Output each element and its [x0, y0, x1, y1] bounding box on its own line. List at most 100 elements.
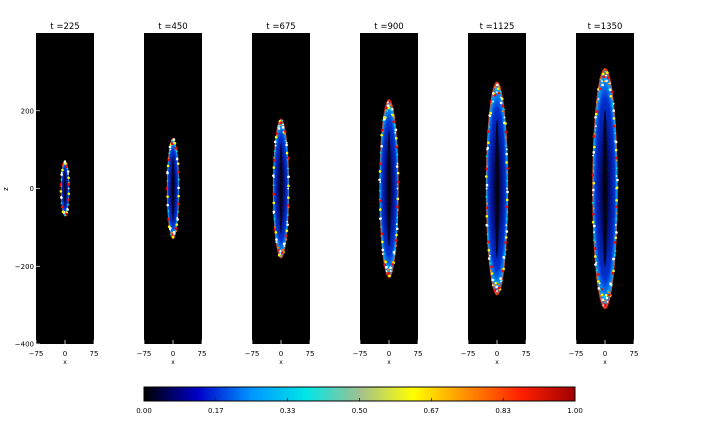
x-tick-label: 0	[603, 350, 607, 358]
rim-speckle	[485, 206, 489, 209]
rim-speckle	[500, 280, 502, 283]
rim-speckle	[504, 253, 507, 256]
rim-speckle	[272, 210, 276, 214]
colorbar-tick-label: 1.00	[567, 407, 583, 415]
rim-speckle	[489, 270, 492, 272]
rim-speckle	[167, 210, 170, 212]
x-tick-label: 75	[198, 350, 207, 358]
rim-speckle	[68, 181, 70, 184]
blob-core	[171, 155, 175, 222]
rim-speckle	[173, 141, 177, 145]
rim-speckle	[387, 272, 390, 275]
rim-speckle	[615, 231, 618, 234]
rim-speckle	[598, 87, 602, 91]
blob-core	[64, 170, 66, 207]
rim-speckle	[387, 268, 390, 271]
rim-speckle	[380, 232, 384, 236]
panel-3: t =675 −75 0 75 x	[245, 22, 315, 366]
rim-speckle	[274, 144, 277, 147]
rim-speckle	[485, 187, 488, 190]
rim-speckle	[593, 133, 596, 136]
rim-speckle	[275, 132, 279, 136]
rim-speckle	[396, 216, 399, 219]
rim-speckle	[379, 189, 381, 192]
rim-speckle	[592, 154, 595, 157]
rim-speckle	[501, 269, 505, 273]
x-tick-label: 75	[90, 350, 99, 358]
rim-speckle	[611, 271, 615, 275]
rim-speckle	[613, 257, 615, 260]
rim-speckle	[384, 106, 388, 110]
rim-speckle	[606, 300, 609, 303]
rim-speckle	[485, 183, 489, 187]
rim-speckle	[592, 151, 596, 154]
rim-speckle	[166, 180, 169, 182]
rim-speckle	[601, 298, 605, 302]
rim-speckle	[594, 128, 597, 131]
x-tick-label: −75	[569, 350, 584, 358]
panel-1: t =225 −75 0 75 x	[29, 22, 99, 366]
x-tick-label: 75	[630, 350, 639, 358]
rim-speckle	[391, 263, 394, 266]
rim-speckle	[591, 174, 595, 177]
rim-speckle	[614, 148, 618, 152]
rim-speckle	[274, 231, 278, 234]
rim-speckle	[493, 288, 497, 292]
rim-speckle	[391, 107, 394, 111]
x-axis-label: x	[603, 359, 607, 366]
rim-speckle	[283, 130, 287, 133]
rim-speckle	[285, 229, 289, 233]
rim-speckle	[380, 234, 383, 237]
rim-speckle	[66, 167, 69, 170]
rim-speckle	[67, 172, 69, 175]
rim-speckle	[603, 80, 606, 83]
rim-speckle	[485, 195, 488, 198]
colorbar-tick-label: 0.00	[136, 407, 152, 415]
y-tick-label: −400	[15, 341, 34, 349]
rim-speckle	[396, 205, 399, 208]
y-tick-label: −200	[15, 263, 34, 271]
rim-speckle	[616, 212, 618, 214]
rim-speckle	[604, 293, 608, 297]
rim-speckle	[280, 255, 283, 258]
rim-speckle	[605, 296, 609, 300]
rim-speckle	[487, 141, 490, 145]
rim-speckle	[170, 233, 172, 236]
rim-speckle	[396, 197, 400, 201]
rim-speckle	[284, 234, 288, 237]
rim-speckle	[609, 88, 612, 92]
panel-title: t =1350	[588, 22, 623, 32]
rim-speckle	[593, 247, 597, 250]
rim-speckle	[501, 110, 504, 113]
panel-title: t =225	[50, 22, 79, 32]
y-axis-label: z	[2, 187, 10, 191]
rim-speckle	[496, 290, 498, 293]
panel-6: t =1350 −75 0 75 x	[569, 22, 639, 366]
rim-speckle	[505, 152, 508, 156]
rim-speckle	[67, 187, 70, 190]
rim-speckle	[600, 78, 603, 81]
rim-speckle	[176, 218, 179, 221]
rim-speckle	[383, 263, 386, 266]
rim-speckle	[379, 151, 382, 154]
rim-speckle	[174, 146, 178, 150]
rim-speckle	[495, 88, 498, 91]
rim-speckle	[597, 98, 600, 100]
rim-speckle	[168, 152, 171, 155]
rim-speckle	[592, 212, 595, 216]
rim-speckle	[65, 165, 68, 168]
rim-speckle	[60, 202, 63, 205]
rim-speckle	[496, 91, 498, 94]
rim-speckle	[176, 202, 180, 206]
rim-speckle	[490, 272, 494, 275]
rim-speckle	[393, 253, 396, 255]
panel-title: t =1125	[480, 22, 515, 32]
rim-speckle	[287, 167, 289, 170]
rim-speckle	[595, 261, 598, 264]
rim-speckle	[505, 248, 507, 251]
rim-speckle	[607, 289, 609, 292]
rim-speckle	[609, 282, 612, 285]
rim-speckle	[172, 230, 176, 234]
rim-speckle	[494, 86, 497, 89]
